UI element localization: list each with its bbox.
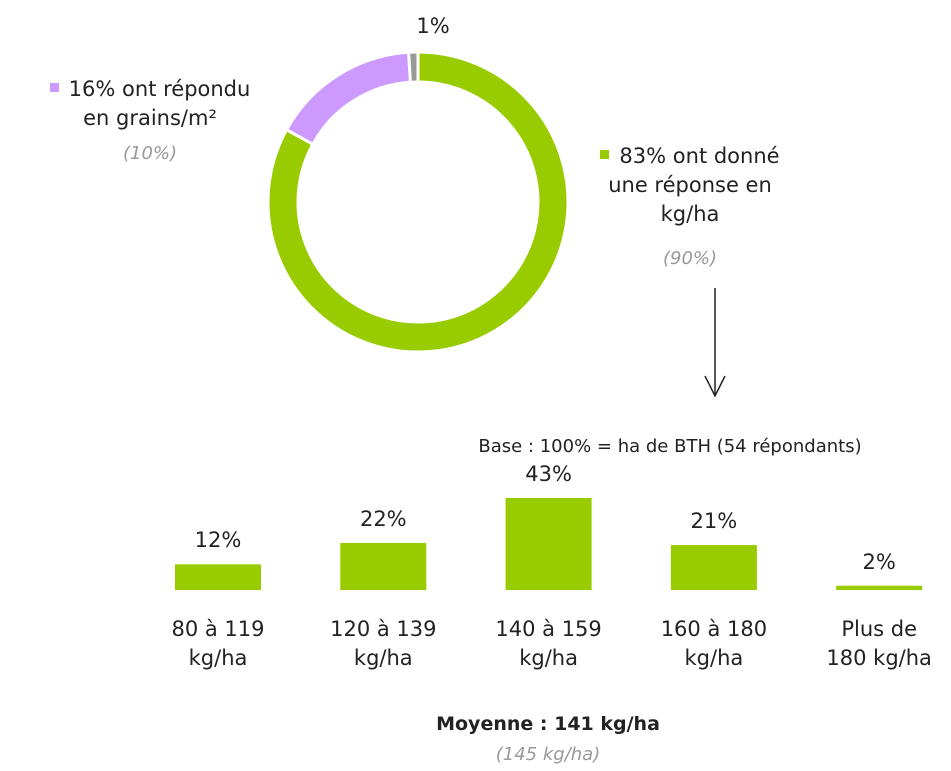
bar xyxy=(340,542,427,590)
slice-label: 16% ont répondu en grains/m² xyxy=(0,75,300,133)
slice-label: 1% xyxy=(393,12,473,41)
bar-value-label: 43% xyxy=(525,461,572,486)
x-tick-label: 120 à 139 kg/ha xyxy=(330,617,437,670)
bar-value-label: 12% xyxy=(194,528,242,553)
slice-value-label: 83% xyxy=(619,144,667,168)
legend-swatch xyxy=(600,149,610,159)
slice-previous: (10%) xyxy=(122,143,178,164)
bar xyxy=(505,497,592,590)
slice-previous: (90%) xyxy=(662,248,718,269)
slice-label: 83% ont donné une réponse en kg/ha xyxy=(560,142,820,229)
bar xyxy=(836,585,923,590)
average: Moyenne : 141 kg/ha xyxy=(436,713,660,735)
slice-value-label: 16% xyxy=(68,77,116,101)
bar xyxy=(670,545,757,590)
slice-text: ont répondu en grains/m² xyxy=(83,77,251,130)
x-tick-label: Plus de 180 kg/ha xyxy=(826,617,932,670)
bar-value-label: 22% xyxy=(359,506,407,531)
x-tick-label: 140 à 159 kg/ha xyxy=(495,617,602,670)
average-previous: (145 kg/ha) xyxy=(495,744,601,765)
legend-swatch xyxy=(49,82,59,92)
donut-slice xyxy=(266,50,570,354)
x-tick-label: 160 à 180 kg/ha xyxy=(660,617,768,670)
slice-text: ont donné une réponse en kg/ha xyxy=(608,144,780,226)
slice-value-label: 1% xyxy=(416,14,450,38)
arrow-head xyxy=(704,375,726,398)
bar-value-label: 21% xyxy=(690,509,738,534)
bar-value-label: 2% xyxy=(862,549,896,574)
subtitle: Base : 100% = ha de BTH (54 répondants) xyxy=(478,436,862,457)
donut-slice xyxy=(284,50,413,147)
x-tick-label: 80 à 119 kg/ha xyxy=(171,617,265,670)
bar xyxy=(175,564,261,590)
donut-slice xyxy=(406,50,420,84)
